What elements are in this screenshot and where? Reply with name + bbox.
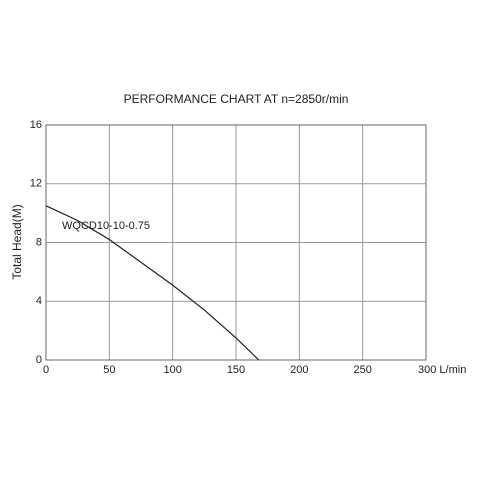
line <box>45 205 260 361</box>
x-tick-label: 50 <box>103 364 115 376</box>
x-tick-label: 250 <box>353 364 371 376</box>
y-tick-label: 16 <box>30 119 42 131</box>
x-tick-label: 100 <box>163 364 181 376</box>
x-tick-label: 0 <box>43 364 49 376</box>
y-tick-label: 12 <box>30 178 42 190</box>
y-tick-label: 0 <box>36 354 42 366</box>
plot-border <box>45 124 427 361</box>
x-tick-label: 150 <box>227 364 245 376</box>
y-axis-label: Total Head(M) <box>10 204 24 279</box>
y-tick-label: 8 <box>36 236 42 248</box>
x-tick-label: 200 <box>290 364 308 376</box>
chart-title: PERFORMANCE CHART AT n=2850r/min <box>124 92 349 106</box>
x-tick-label: 300 L/min <box>418 364 466 376</box>
series-label: WQCD10-10-0.75 <box>62 220 150 232</box>
y-tick-label: 4 <box>36 295 42 307</box>
